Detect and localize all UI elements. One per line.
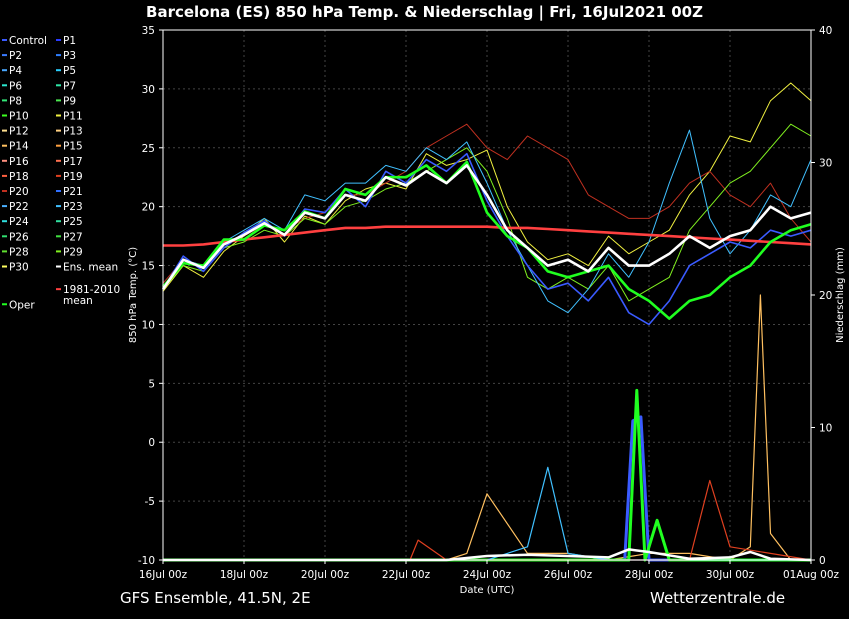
legend-label: P14	[9, 141, 29, 153]
y-tick-label: -5	[145, 496, 155, 508]
legend-label: P18	[9, 171, 29, 183]
precip-line-control	[163, 415, 811, 562]
legend-label: P13	[63, 126, 83, 138]
legend-label: P26	[9, 231, 29, 243]
legend-label: P17	[63, 156, 83, 168]
legend: Control P1 P2 P3 P4 P5 P6 P7 P8 P9 P10 P11 P12 P13 P14…	[2, 35, 120, 311]
legend-label: P23	[63, 201, 83, 213]
y2-tick-label: 30	[819, 158, 832, 170]
x-tick-label: 20Jul 00z	[301, 569, 350, 581]
site-name: Wetterzentrale.de	[650, 589, 786, 607]
x-tick-label: 01Aug 00z	[783, 569, 840, 581]
y2-tick-label: 10	[819, 423, 832, 435]
legend-label: P19	[63, 171, 83, 183]
x-tick-label: 28Jul 00z	[625, 569, 674, 581]
y-tick-label: 15	[142, 261, 155, 273]
legend-label: P5	[63, 65, 76, 77]
y-tick-labels: 35 30 25 20 15 10 5 0 -5 -10	[138, 25, 163, 567]
y2-tick-label: 20	[819, 290, 832, 302]
y-axis-label: 850 hPa Temp. (°C)	[128, 247, 139, 343]
y2-tick-label: 0	[819, 555, 826, 567]
legend-label: P30	[9, 262, 29, 274]
y-tick-label: 35	[142, 25, 155, 37]
x-tick-label: 16Jul 00z	[139, 569, 188, 581]
legend-label: mean	[63, 295, 93, 307]
legend-label: P6	[9, 80, 22, 92]
series-line-p29	[162, 123, 812, 302]
y-tick-label: 10	[142, 319, 155, 331]
legend-label: P1	[63, 35, 76, 47]
y2-tick-labels: 40 30 20 10 0	[811, 25, 832, 567]
legend-label: P15	[63, 141, 83, 153]
x-tick-label: 18Jul 00z	[220, 569, 269, 581]
x-tick-labels: 16Jul 00z 18Jul 00z 20Jul 00z 22Jul 00z 24Ju…	[139, 560, 840, 581]
x-tick-label: 26Jul 00z	[544, 569, 593, 581]
legend-label: P10	[9, 111, 29, 123]
legend-label: P8	[9, 95, 22, 107]
legend-label: 1981-2010	[63, 284, 120, 296]
series-line-ens-mean	[161, 164, 812, 290]
legend-label: P16	[9, 156, 29, 168]
y-tick-label: 20	[142, 202, 155, 214]
legend-label: P11	[63, 111, 83, 123]
grid	[163, 30, 811, 560]
legend-label: P25	[63, 216, 83, 228]
precip-line-ens-mean	[163, 548, 812, 562]
legend-label: P28	[9, 246, 29, 258]
y-tick-label: 5	[148, 378, 155, 390]
series-line-p23	[162, 129, 812, 314]
y-tick-label: 30	[142, 84, 155, 96]
legend-label: P4	[9, 65, 22, 77]
model-info: GFS Ensemble, 41.5N, 2E	[120, 589, 311, 607]
legend-label: P22	[9, 201, 29, 213]
legend-label: P2	[9, 50, 22, 62]
legend-label: P24	[9, 216, 29, 228]
chart-title: Barcelona (ES) 850 hPa Temp. & Niedersch…	[146, 3, 703, 21]
legend-label: P20	[9, 186, 29, 198]
legend-label: P9	[63, 95, 76, 107]
y-tick-label: 25	[142, 143, 155, 155]
y2-axis-label: Niederschlag (mm)	[835, 247, 846, 343]
legend-label: P7	[63, 80, 76, 92]
y-tick-label: 0	[148, 437, 155, 449]
legend-label: Ens. mean	[63, 262, 118, 274]
x-tick-label: 24Jul 00z	[463, 569, 512, 581]
y-tick-label: -10	[138, 555, 155, 567]
legend-label: P12	[9, 126, 29, 138]
legend-label: P29	[63, 246, 83, 258]
legend-label: Oper	[9, 299, 35, 311]
legend-label: P27	[63, 231, 83, 243]
legend-label: Control	[9, 35, 47, 47]
legend-label: P21	[63, 186, 83, 198]
x-tick-label: 22Jul 00z	[382, 569, 431, 581]
series-line-1981-2010-mean	[163, 225, 812, 247]
x-axis-label: Date (UTC)	[460, 585, 515, 596]
x-tick-label: 30Jul 00z	[706, 569, 755, 581]
legend-label: P3	[63, 50, 76, 62]
y2-tick-label: 40	[819, 25, 832, 37]
